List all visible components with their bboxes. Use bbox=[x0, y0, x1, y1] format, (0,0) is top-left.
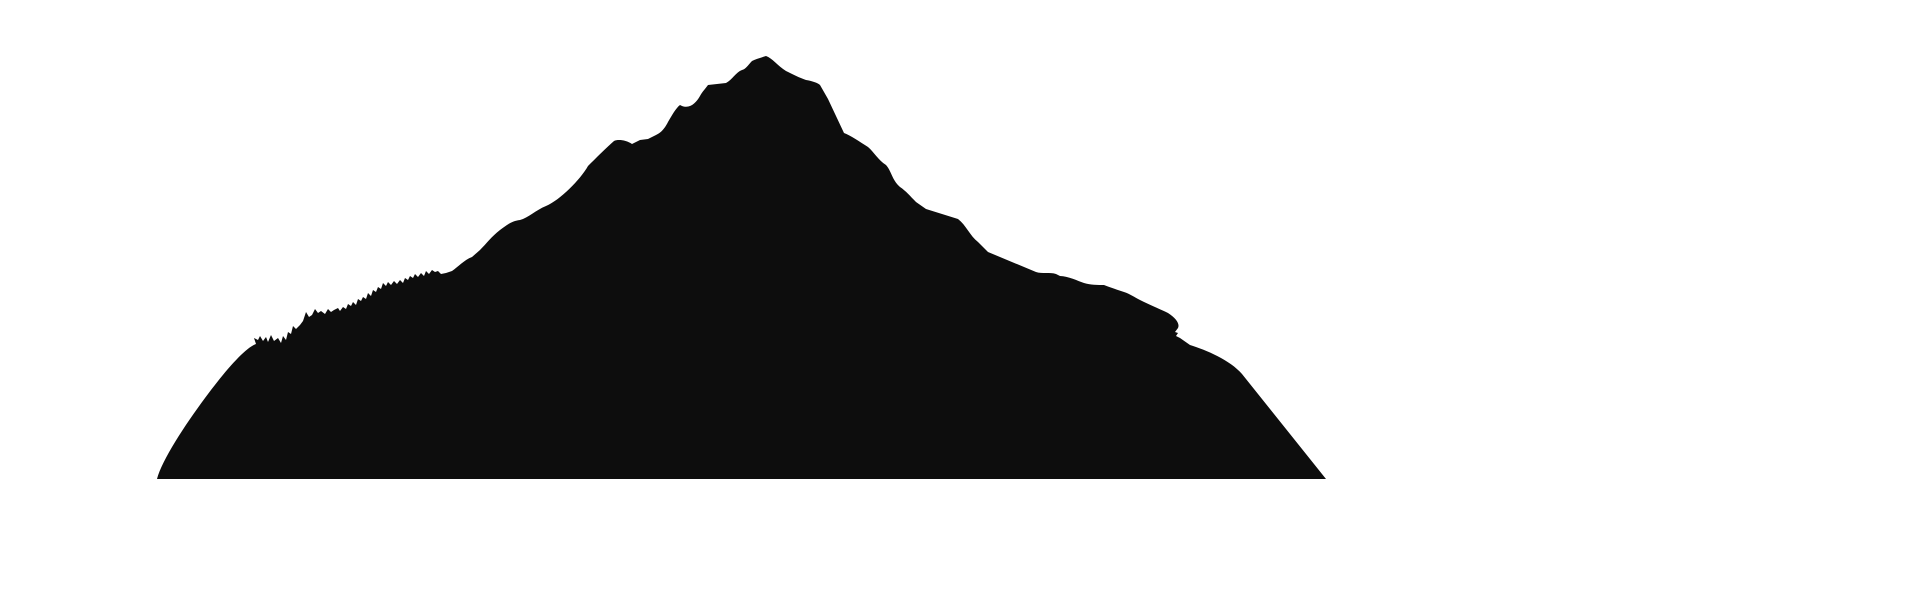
mountain-silhouette bbox=[157, 56, 1326, 479]
